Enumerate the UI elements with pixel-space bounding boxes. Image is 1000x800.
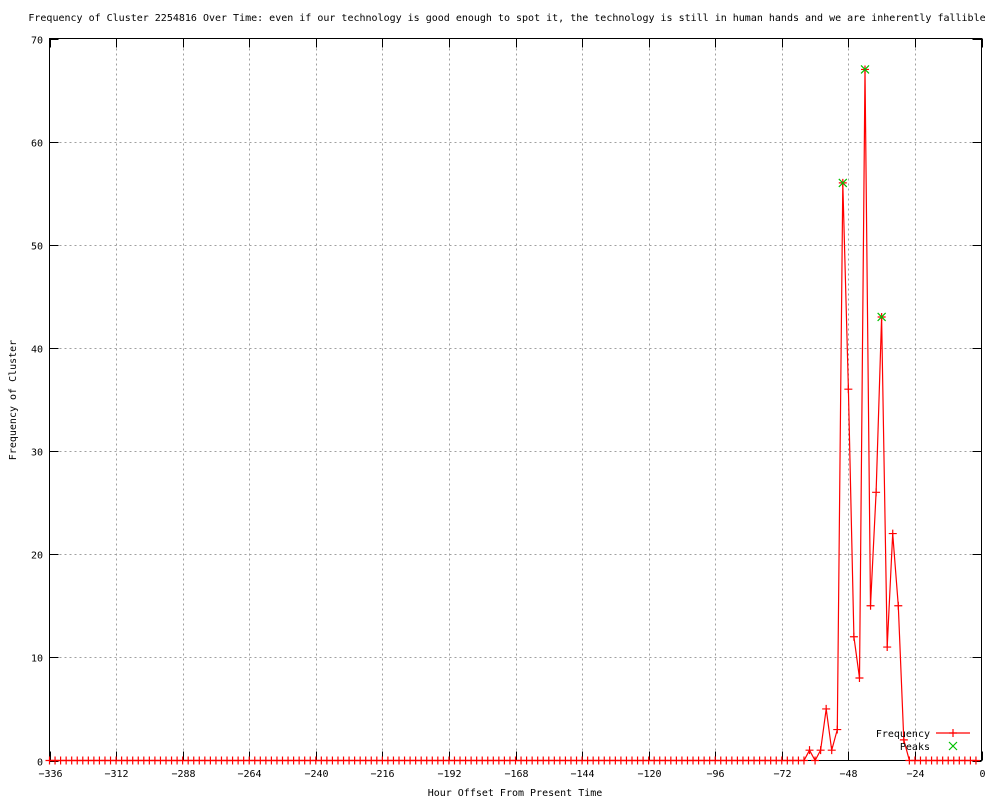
x-tick-label: −216 (370, 769, 394, 780)
chart-title: Frequency of Cluster 2254816 Over Time: … (28, 13, 985, 24)
frequency-point (872, 488, 881, 497)
x-tick-label: −192 (437, 769, 461, 780)
x-tick-label: −24 (906, 769, 924, 780)
legend-marker-frequency (949, 729, 957, 737)
x-tick-label: 0 (979, 769, 985, 780)
frequency-point (866, 601, 875, 610)
y-tick-label: 20 (31, 551, 43, 562)
x-axis-label: Hour Offset From Present Time (428, 788, 603, 799)
frequency-point (971, 756, 980, 765)
legend: Frequency Peaks (876, 729, 970, 753)
frequency-line (49, 69, 976, 762)
y-tick-label: 10 (31, 654, 43, 665)
x-tick-label: −144 (570, 769, 594, 780)
axes: −336 −312 −288 −264 −240 −216 −192 −168 −144 −120… (31, 36, 986, 781)
peak-point (860, 65, 870, 74)
series (45, 65, 980, 765)
grid (49, 38, 982, 761)
x-tick-label: −312 (104, 769, 128, 780)
x-tick-label: −48 (839, 769, 857, 780)
y-axis-label: Frequency of Cluster (8, 340, 19, 460)
frequency-point (849, 632, 858, 641)
y-tick-label: 60 (31, 139, 43, 150)
frequency-point (816, 746, 825, 755)
frequency-point (799, 756, 808, 765)
frequency-point (883, 643, 892, 652)
peak-point (877, 312, 887, 322)
frequency-point (822, 704, 831, 713)
x-tick-label: −96 (706, 769, 724, 780)
y-tick-label: 30 (31, 448, 43, 459)
frequency-point (888, 529, 897, 538)
peak-point (838, 178, 848, 188)
x-tick-label: −120 (637, 769, 661, 780)
x-tick-label: −288 (171, 769, 195, 780)
frequency-point (811, 756, 820, 765)
x-tick-label: −336 (38, 769, 62, 780)
y-tick-label: 0 (37, 758, 43, 769)
frequency-point (894, 601, 903, 610)
frequency-point (899, 735, 908, 744)
y-tick-label: 70 (31, 36, 43, 47)
y-tick-label: 50 (31, 242, 43, 253)
x-tick-label: −240 (304, 769, 328, 780)
x-tick-label: −264 (237, 769, 261, 780)
plot-border (49, 38, 982, 761)
x-tick-label: −168 (504, 769, 528, 780)
legend-label-peaks: Peaks (900, 742, 930, 753)
frequency-point (805, 746, 814, 755)
frequency-point (827, 746, 836, 755)
legend-marker-peaks (948, 741, 958, 751)
frequency-point (833, 725, 842, 734)
frequency-point (855, 673, 864, 682)
legend-label-frequency: Frequency (876, 729, 930, 740)
y-tick-label: 40 (31, 345, 43, 356)
x-tick-label: −72 (773, 769, 791, 780)
frequency-point (844, 385, 853, 394)
